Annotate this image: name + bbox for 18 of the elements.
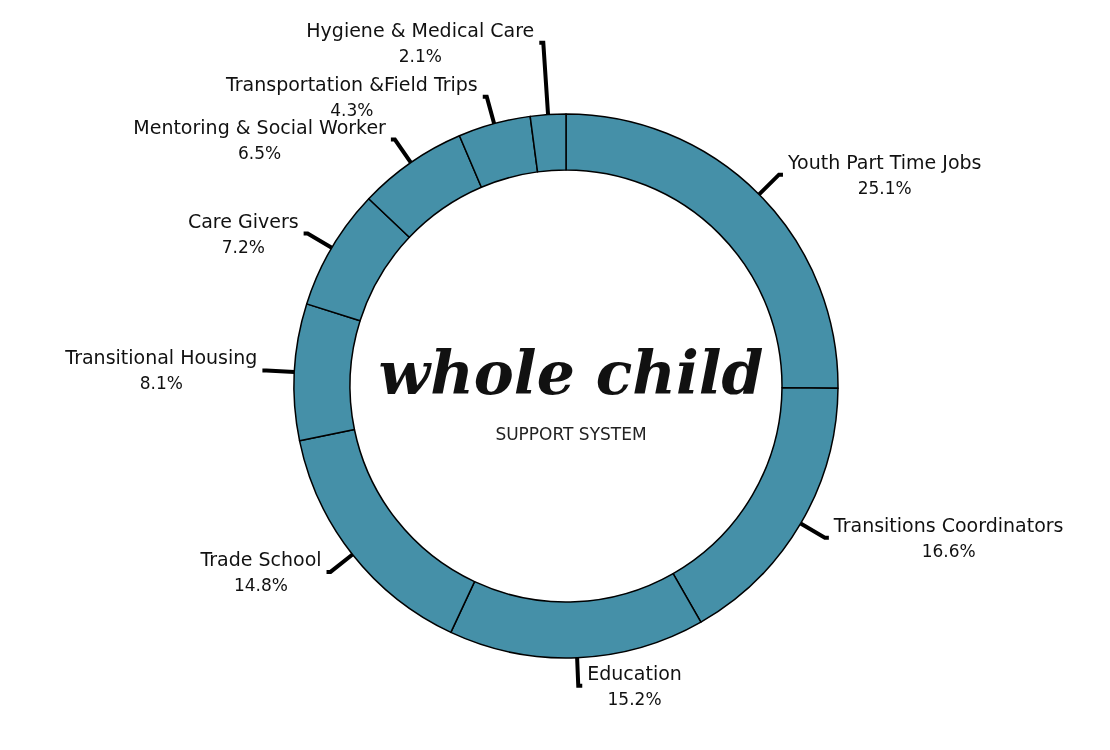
slice-label: Care Givers bbox=[187, 209, 299, 232]
slice-label: Transportation &Field Trips bbox=[224, 72, 478, 95]
data-label: 14.8% bbox=[233, 574, 288, 595]
slice-label: Education bbox=[587, 661, 682, 684]
slice-label: Transitional Housing bbox=[64, 346, 258, 369]
text: whole child bbox=[378, 338, 764, 408]
data-label: 7.2% bbox=[221, 236, 265, 257]
data-label: 6.5% bbox=[238, 142, 282, 163]
data-label: 25.1% bbox=[857, 177, 912, 198]
slice-label: Hygiene & Medical Care bbox=[306, 18, 535, 41]
slice-label: Youth Part Time Jobs bbox=[786, 150, 982, 173]
data-label: 16.6% bbox=[921, 540, 976, 561]
data-label: 15.2% bbox=[607, 688, 662, 709]
text: SUPPORT SYSTEM bbox=[495, 423, 647, 444]
data-label: 2.1% bbox=[398, 45, 442, 66]
slice-label: Trade School bbox=[199, 547, 322, 570]
slice-label: Transitions Coordinators bbox=[832, 513, 1064, 536]
data-label: 8.1% bbox=[139, 373, 183, 394]
